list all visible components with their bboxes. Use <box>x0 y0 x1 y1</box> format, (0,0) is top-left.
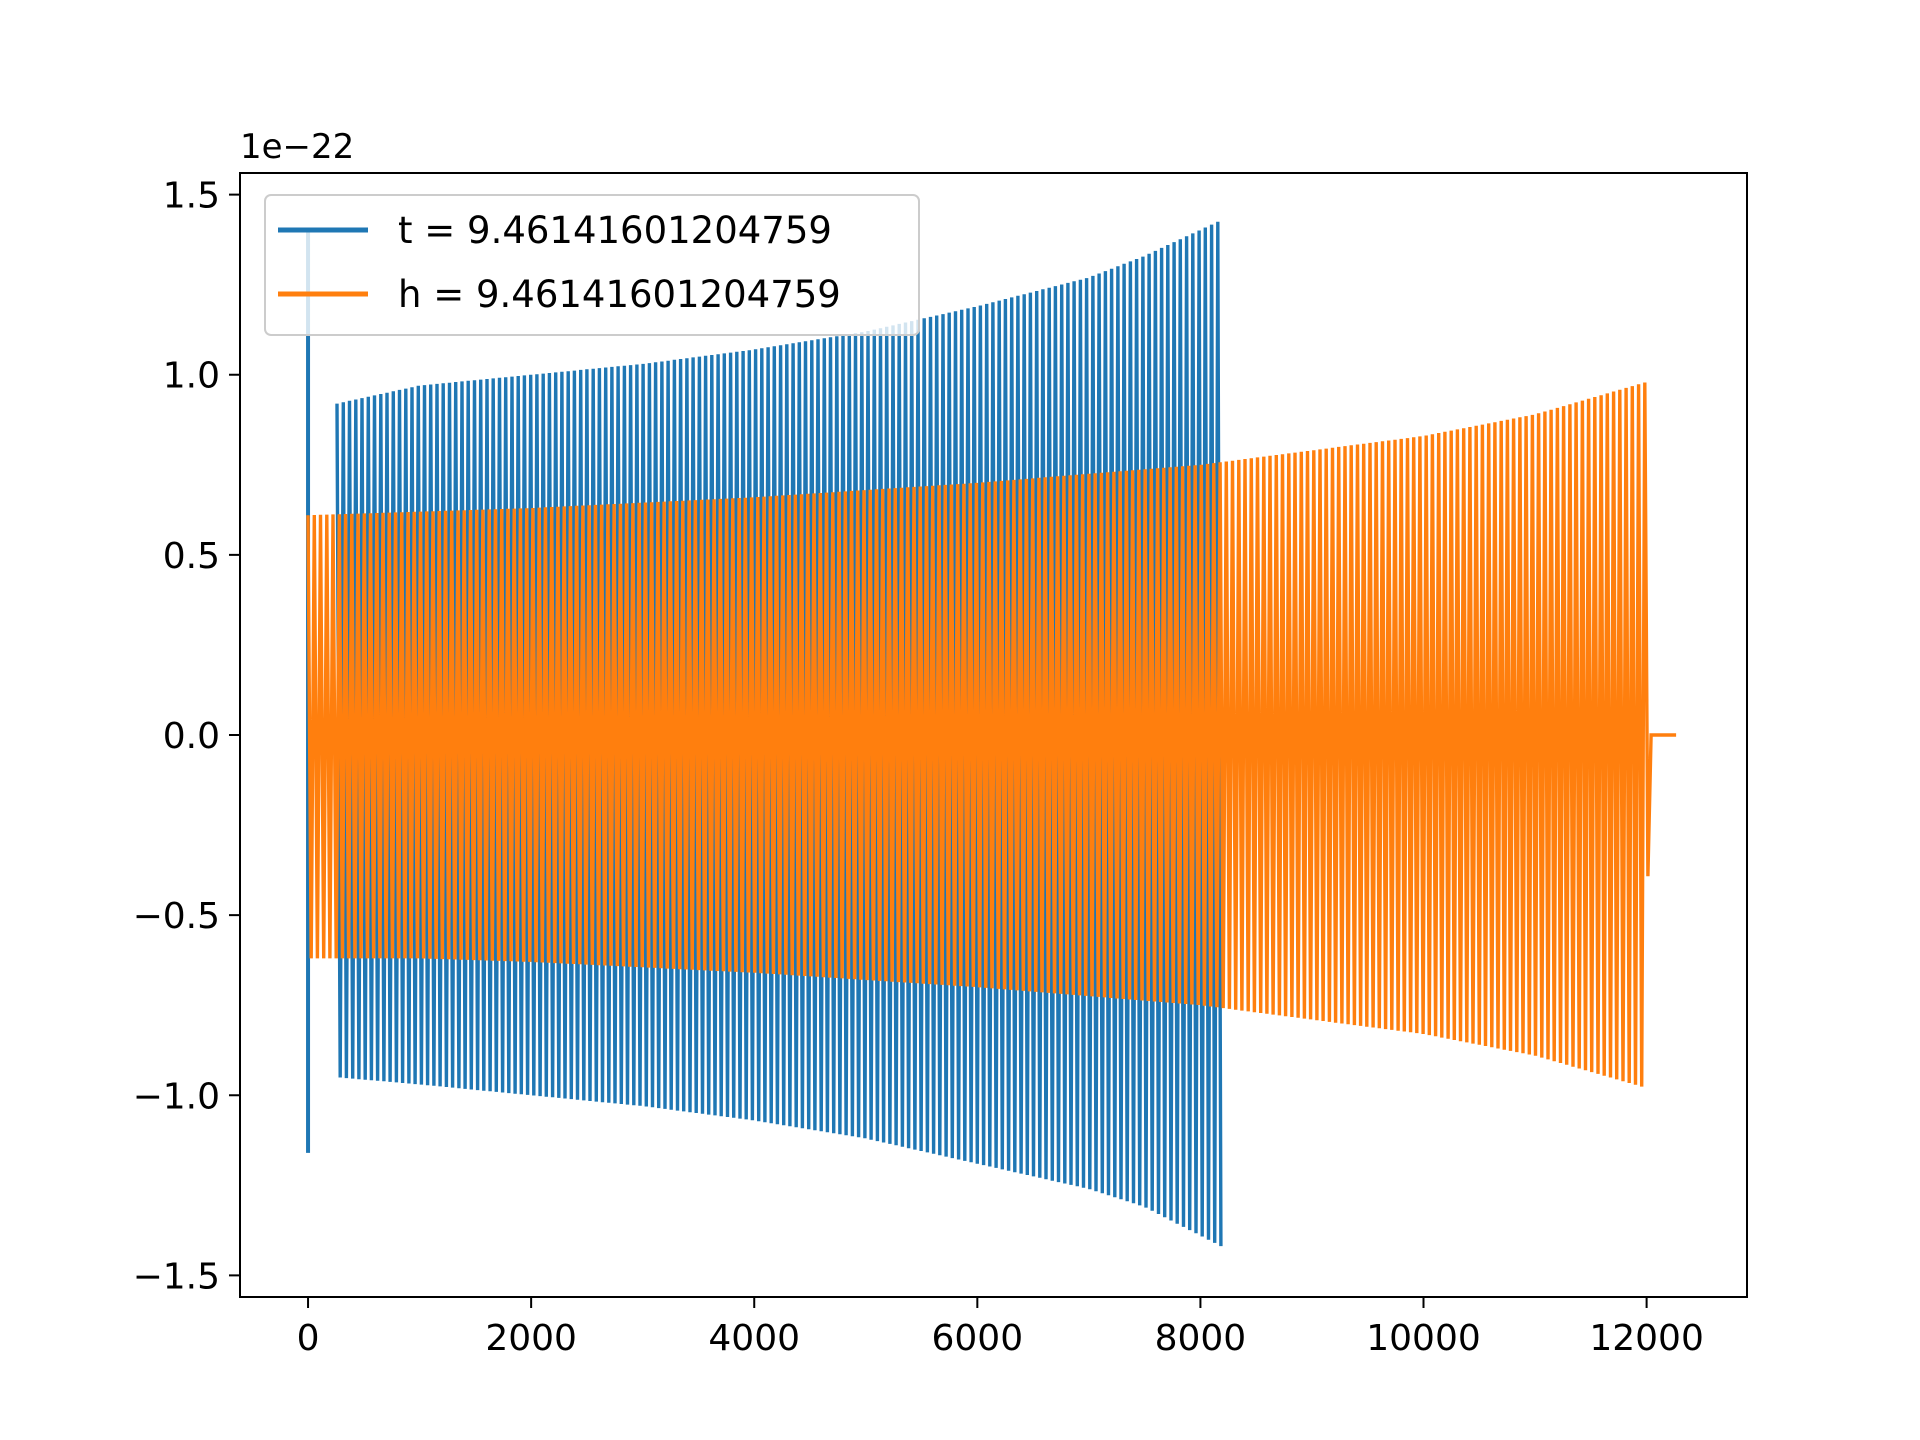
y-tick-label: −0.5 <box>133 896 220 937</box>
y-tick-label: 0.0 <box>163 716 220 757</box>
x-tick-label: 4000 <box>708 1318 800 1359</box>
series-h <box>306 382 1677 1087</box>
legend-box <box>264 194 920 336</box>
x-tick-label: 0 <box>297 1318 320 1359</box>
x-tick-label: 8000 <box>1155 1318 1247 1359</box>
y-offset-label: 1e−22 <box>240 127 354 167</box>
series-line <box>306 382 1677 1087</box>
y-tick-label: 1.5 <box>163 176 220 217</box>
x-tick-label: 2000 <box>485 1318 577 1359</box>
legend: t = 9.46141601204759 h = 9.4614160120475… <box>264 194 920 336</box>
x-tick-label: 10000 <box>1366 1318 1481 1359</box>
legend-label-h: h = 9.46141601204759 <box>398 273 841 316</box>
legend-label-t: t = 9.46141601204759 <box>398 209 832 252</box>
y-tick-label: 0.5 <box>163 536 220 577</box>
y-tick-label: −1.5 <box>133 1256 220 1297</box>
y-tick-label: 1.0 <box>163 356 220 397</box>
x-tick-label: 6000 <box>932 1318 1024 1359</box>
series-layer <box>306 221 1677 1247</box>
x-axis-ticks: 0 2000 4000 6000 8000 10000 12000 <box>297 1297 1704 1359</box>
x-tick-label: 12000 <box>1589 1318 1704 1359</box>
y-axis-ticks: −1.5 −1.0 −0.5 0.0 0.5 1.0 1.5 <box>133 176 240 1297</box>
y-tick-label: −1.0 <box>133 1076 220 1117</box>
